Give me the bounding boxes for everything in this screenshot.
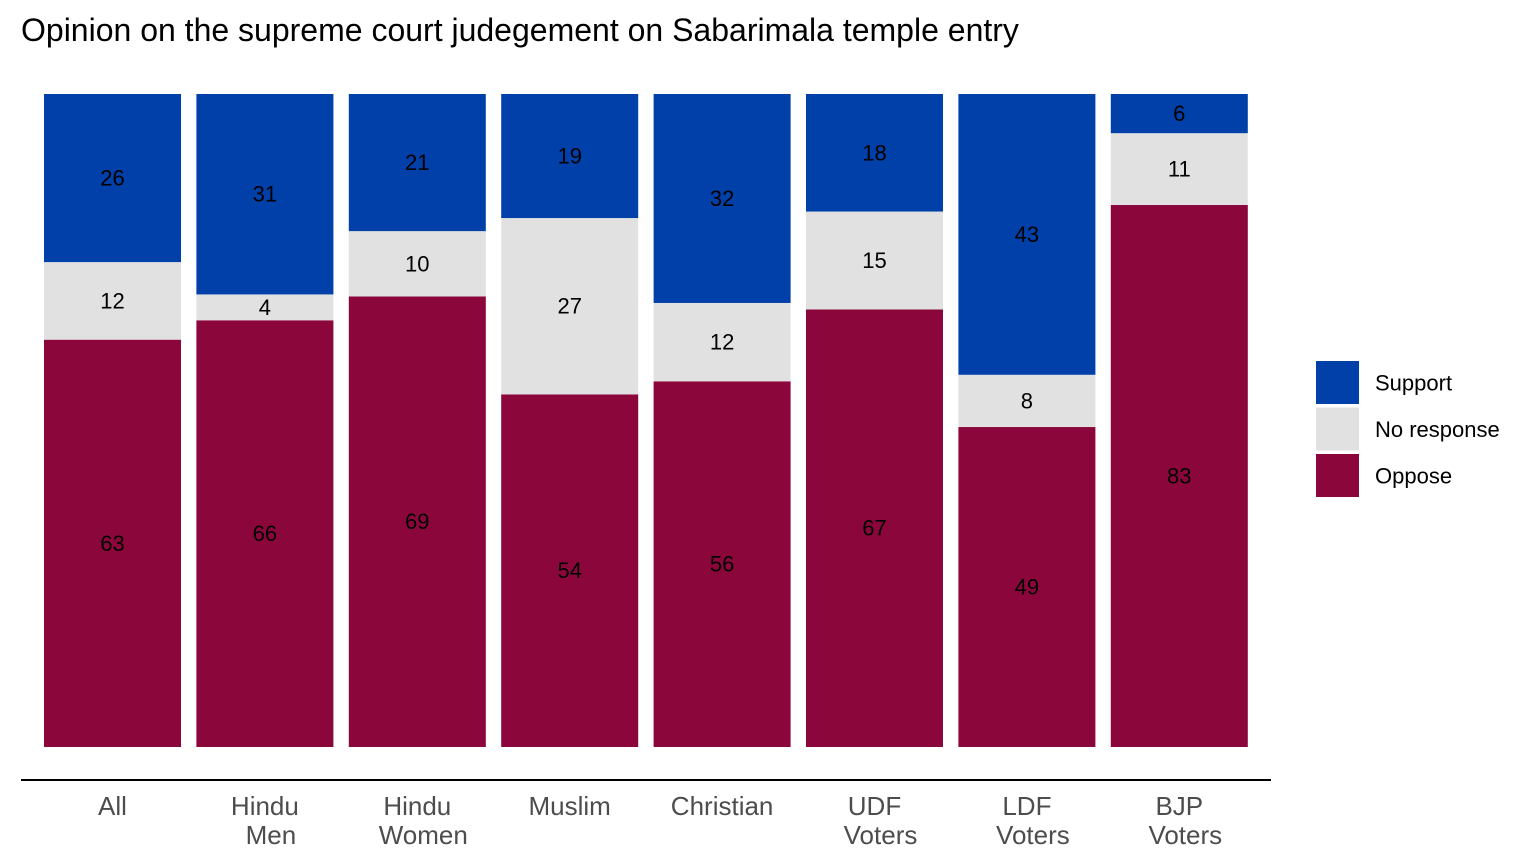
bar-christian-oppose	[653, 381, 791, 747]
bar-hindu-women-support	[348, 94, 486, 232]
bar-hindu-men-no-response	[196, 294, 334, 321]
bar-all-no-response	[44, 262, 181, 340]
x-tick-label-hindu-men: Hindu Men	[231, 791, 299, 850]
x-tick-label-line: Voters	[996, 820, 1070, 850]
x-tick-label-line: Christian	[671, 791, 774, 821]
legend-label-oppose: Oppose	[1375, 464, 1452, 489]
data-label-hindu-men-oppose: 66	[253, 521, 277, 546]
x-tick-label-line: Voters	[1148, 820, 1222, 850]
data-label-all-support: 26	[100, 166, 124, 191]
bar-udf-voters-oppose	[806, 309, 943, 747]
data-label-hindu-women-no-response: 10	[405, 251, 429, 276]
bar-bjp-voters-oppose	[1110, 205, 1248, 747]
bars-layer: 63 12 26 66 4 31 69 10 21 54 27 19 56 12 32 67 15 18 49 8 43…	[44, 94, 1248, 747]
data-label-ldf-voters-no-response: 8	[1021, 388, 1033, 413]
chart-title: Opinion on the supreme court judegement …	[21, 12, 1019, 48]
data-label-hindu-women-oppose: 69	[405, 509, 429, 534]
legend-key-no-response	[1316, 407, 1359, 451]
bar-ldf-voters-no-response	[958, 374, 1096, 428]
legend-label-support: Support	[1375, 371, 1452, 396]
x-tick-label-bjp-voters: BJP Voters	[1148, 791, 1222, 850]
legend-label-no-response: No response	[1375, 417, 1500, 442]
x-tick-label-line: LDF	[1002, 791, 1051, 821]
x-tick-label-hindu-women: Hindu Women	[379, 791, 468, 850]
data-label-bjp-voters-oppose: 83	[1167, 464, 1191, 489]
data-label-hindu-men-support: 31	[253, 182, 277, 207]
data-label-muslim-support: 19	[557, 144, 581, 169]
data-label-muslim-oppose: 54	[557, 558, 581, 583]
x-tick-label-line: Men	[246, 820, 297, 850]
bar-udf-voters-no-response	[806, 211, 943, 310]
x-tick-label-udf-voters: UDF Voters	[844, 791, 918, 850]
bar-muslim-no-response	[501, 218, 639, 395]
x-tick-label-all: All	[98, 791, 127, 821]
bar-udf-voters-support	[806, 94, 943, 212]
bar-hindu-women-no-response	[348, 231, 486, 297]
x-tick-label-ldf-voters: LDF Voters	[996, 791, 1070, 850]
x-tick-label-christian: Christian	[671, 791, 774, 821]
bar-all-support	[44, 94, 181, 263]
data-label-christian-no-response: 12	[710, 330, 734, 355]
data-label-all-no-response: 12	[100, 288, 124, 313]
data-label-christian-support: 32	[710, 186, 734, 211]
bar-ldf-voters-oppose	[958, 427, 1096, 747]
data-label-udf-voters-no-response: 15	[862, 248, 886, 273]
bar-christian-support	[653, 94, 791, 303]
x-tick-label-line: Hindu	[383, 791, 451, 821]
x-tick-label-line: Voters	[844, 820, 918, 850]
legend-key-support	[1316, 361, 1359, 404]
data-label-muslim-no-response: 27	[557, 294, 581, 319]
bar-bjp-voters-no-response	[1110, 133, 1248, 206]
data-label-bjp-voters-no-response: 11	[1168, 157, 1191, 182]
bar-bjp-voters-support	[1110, 94, 1248, 134]
data-label-udf-voters-oppose: 67	[862, 516, 886, 541]
x-tick-label-line: UDF	[848, 791, 901, 821]
data-label-ldf-voters-support: 43	[1015, 222, 1039, 247]
data-label-hindu-men-no-response: 4	[259, 295, 271, 320]
bar-hindu-men-support	[196, 94, 334, 295]
data-label-all-oppose: 63	[100, 531, 124, 556]
data-label-christian-oppose: 56	[710, 552, 734, 577]
bar-ldf-voters-support	[958, 94, 1096, 375]
bar-all-oppose	[44, 339, 181, 747]
x-tick-label-muslim: Muslim	[529, 791, 611, 821]
legend-key-oppose	[1316, 454, 1359, 497]
x-tick-label-line: All	[98, 791, 127, 821]
x-tick-label-line: BJP	[1155, 791, 1203, 821]
data-label-hindu-women-support: 21	[405, 150, 429, 175]
bar-christian-no-response	[653, 302, 791, 382]
data-label-ldf-voters-oppose: 49	[1015, 575, 1039, 600]
x-tick-label-line: Hindu	[231, 791, 299, 821]
bar-muslim-oppose	[501, 394, 639, 747]
data-label-udf-voters-support: 18	[862, 140, 886, 165]
data-label-bjp-voters-support: 6	[1173, 101, 1185, 126]
legend: Support No response Oppose	[1316, 361, 1500, 497]
bar-muslim-support	[501, 94, 639, 219]
bar-hindu-women-oppose	[348, 296, 486, 747]
x-tick-label-line: Muslim	[529, 791, 611, 821]
x-tick-label-line: Women	[379, 820, 468, 850]
bar-hindu-men-oppose	[196, 320, 334, 747]
